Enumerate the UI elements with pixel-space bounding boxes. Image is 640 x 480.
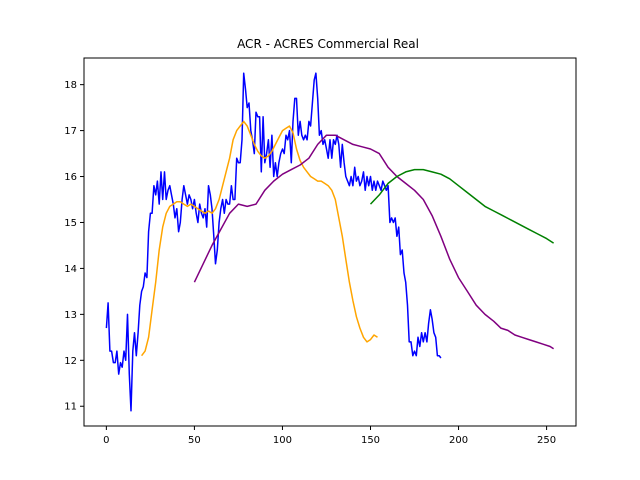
y-tick-label: 11	[64, 402, 77, 413]
y-axis: 11 12 13 14 15 16 17 18	[64, 80, 84, 413]
series-line-3	[193, 134, 555, 350]
x-axis: 0 50 100 150 200 250	[103, 426, 556, 446]
x-tick-label: 150	[361, 435, 380, 446]
axes-frame	[83, 57, 577, 427]
series-line-2	[141, 120, 378, 357]
x-tick-label: 0	[103, 435, 109, 446]
plot-area	[105, 72, 555, 412]
x-tick-label: 200	[449, 435, 468, 446]
chart-title: ACR - ACRES Commercial Real	[237, 37, 419, 51]
y-tick-label: 13	[64, 310, 77, 321]
series-line-4	[369, 168, 555, 244]
y-tick-label: 16	[64, 172, 77, 183]
y-tick-label: 17	[64, 126, 77, 137]
y-tick-label: 15	[64, 218, 77, 229]
y-tick-label: 14	[64, 264, 77, 275]
x-tick-label: 50	[188, 435, 201, 446]
y-tick-label: 18	[64, 80, 77, 91]
y-tick-label: 12	[64, 356, 77, 367]
x-tick-label: 250	[537, 435, 556, 446]
x-tick-label: 100	[273, 435, 292, 446]
